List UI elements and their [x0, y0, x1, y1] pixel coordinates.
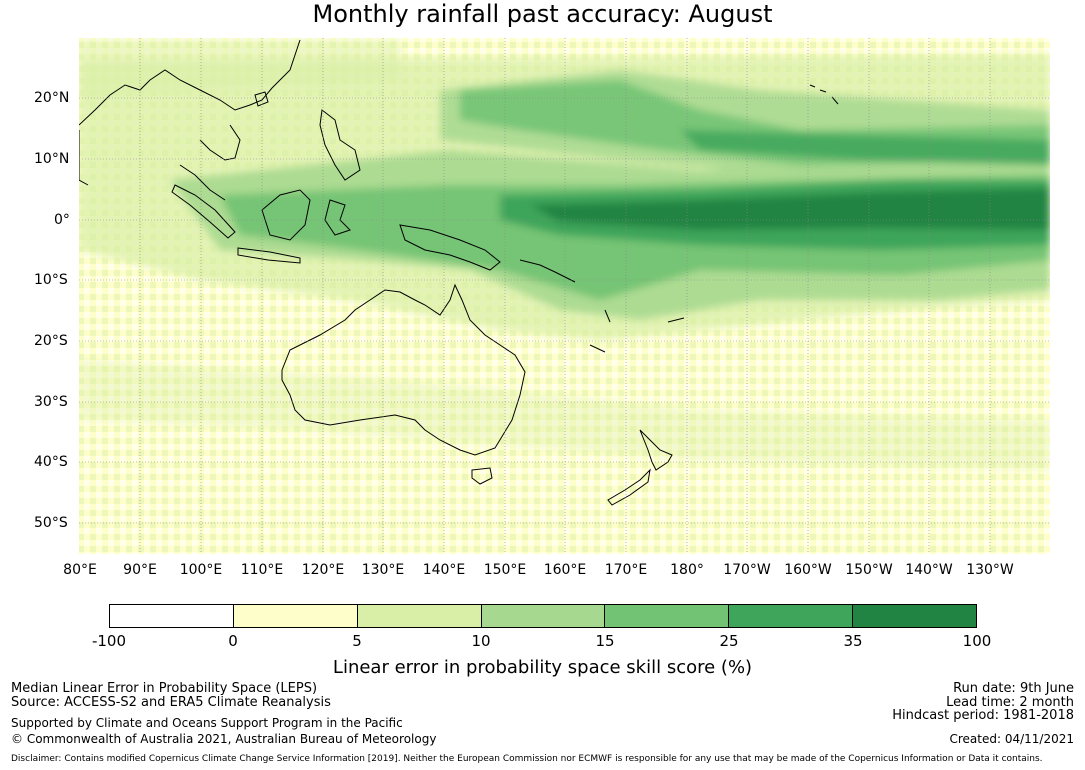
- lon-label: 150°W: [845, 562, 893, 578]
- fiji-coast: [667, 317, 685, 323]
- lon-label: 170°W: [723, 562, 771, 578]
- lon-label: 120°E: [301, 562, 345, 578]
- footer-lead-time: Lead time: 2 month: [946, 695, 1074, 710]
- lat-label: 20°S: [34, 333, 68, 349]
- lon-label: 180°: [670, 562, 704, 578]
- skill-region-25-35-north: [680, 130, 1050, 165]
- gridlines: [79, 38, 1050, 554]
- colorbar-label: Linear error in probability space skill …: [332, 657, 753, 678]
- footer-hindcast-period: Hindcast period: 1981-2018: [892, 708, 1074, 723]
- new-caledonia-coast: [589, 344, 606, 353]
- new-zealand-south: [607, 468, 651, 506]
- skill-region-5-10-west: [79, 40, 400, 100]
- lat-label: 40°S: [34, 454, 68, 470]
- lon-label: 140°E: [422, 562, 466, 578]
- colorbar-segment: [853, 605, 977, 627]
- new-guinea-coast: [399, 224, 501, 271]
- colorbar-tick: 10: [471, 632, 491, 650]
- colorbar-tick: 5: [352, 632, 362, 650]
- skill-shading: [79, 40, 1050, 470]
- colorbar-segment: [233, 605, 358, 627]
- borneo-coast: [261, 189, 311, 241]
- lon-label: 100°E: [179, 562, 223, 578]
- lon-label: 90°E: [123, 562, 157, 578]
- colorbar-tick: 0: [228, 632, 238, 650]
- colorbar: [109, 604, 977, 628]
- colorbar-tick: 15: [595, 632, 615, 650]
- australia-coast: [281, 283, 526, 456]
- map-title: Monthly rainfall past accuracy: August: [312, 0, 773, 28]
- lon-label: 160°W: [784, 562, 832, 578]
- colorbar-segment: [605, 605, 730, 627]
- colorbar-segment: [357, 605, 482, 627]
- lon-label: 150°E: [483, 562, 527, 578]
- solomon-islands-coast: [519, 259, 576, 283]
- lat-label: 30°S: [34, 394, 68, 410]
- lon-label: 130°W: [966, 562, 1014, 578]
- skill-map: [79, 38, 1050, 554]
- lon-label: 170°E: [604, 562, 648, 578]
- vanuatu-coast: [604, 309, 611, 323]
- footer-run-date: Run date: 9th June: [953, 681, 1074, 696]
- lat-label: 0°: [54, 212, 70, 228]
- lon-label: 80°E: [63, 562, 97, 578]
- colorbar-tick: -100: [91, 632, 127, 650]
- colorbar-segment: [729, 605, 854, 627]
- skill-region-35-100: [530, 188, 1050, 230]
- lon-label: 110°E: [240, 562, 284, 578]
- footer-source: Source: ACCESS-S2 and ERA5 Climate Reana…: [11, 695, 331, 710]
- disclaimer: Disclaimer: Contains modified Copernicus…: [11, 754, 1043, 764]
- tasmania-coast: [471, 467, 493, 485]
- java-coast: [237, 247, 301, 264]
- hainan-coast: [254, 91, 269, 107]
- philippines-coast: [319, 109, 361, 181]
- colorbar-tick: 25: [719, 632, 739, 650]
- sumatra-coast: [171, 184, 236, 239]
- colorbar-segment: [110, 605, 234, 627]
- lat-label: 10°S: [34, 272, 68, 288]
- skill-region-5-10-south: [79, 360, 1050, 470]
- colorbar-segment: [481, 605, 606, 627]
- colorbar-tick: 35: [843, 632, 863, 650]
- lon-label: 130°E: [361, 562, 405, 578]
- footer-support: Supported by Climate and Oceans Support …: [11, 716, 403, 730]
- lon-label: 160°E: [543, 562, 587, 578]
- footer-copyright: © Commonwealth of Australia 2021, Austra…: [11, 732, 437, 746]
- india-coast: [79, 130, 89, 186]
- footer-created: Created: 04/11/2021: [949, 732, 1074, 746]
- lon-label: 140°W: [905, 562, 953, 578]
- lat-label: 10°N: [34, 151, 70, 167]
- lat-label: 50°S: [34, 515, 68, 531]
- lat-label: 20°N: [34, 90, 70, 106]
- footer-method: Median Linear Error in Probability Space…: [11, 681, 318, 696]
- colorbar-tick: 100: [962, 632, 992, 650]
